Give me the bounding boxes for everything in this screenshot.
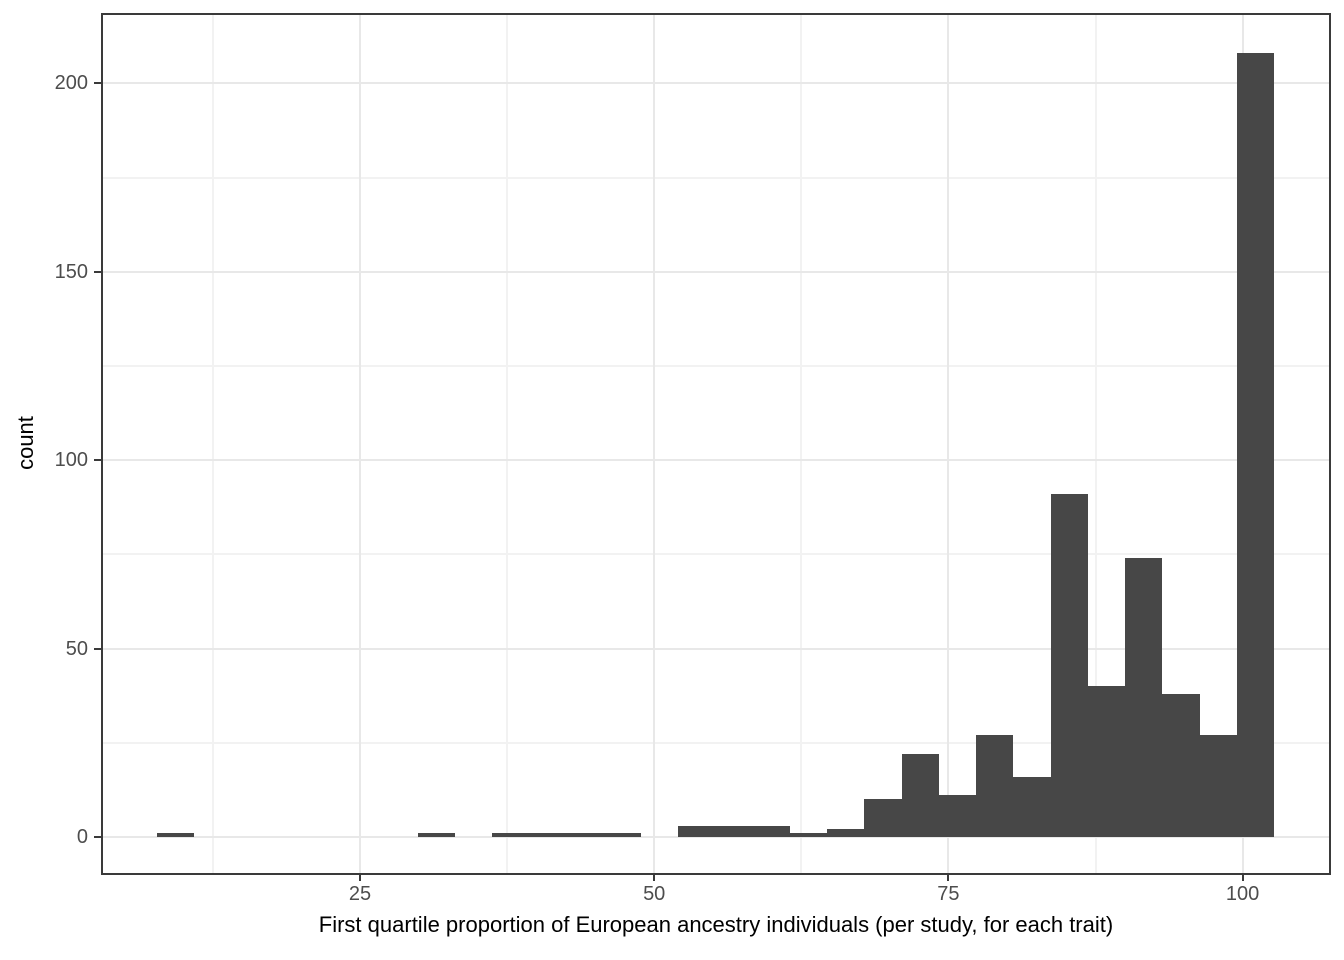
histogram-bar xyxy=(567,833,604,837)
x-tick-label: 75 xyxy=(937,883,960,905)
gridline-minor-horizontal xyxy=(102,364,1330,367)
gridline-major-horizontal xyxy=(102,82,1330,85)
histogram-bar xyxy=(715,825,753,837)
gridline-major-vertical xyxy=(947,14,950,873)
x-tick-mark xyxy=(359,874,361,881)
histogram-bar xyxy=(790,833,827,837)
x-tick-mark xyxy=(947,874,950,881)
gridline-minor-horizontal xyxy=(102,553,1330,556)
histogram-bar xyxy=(678,825,715,837)
histogram-bar xyxy=(1013,776,1051,837)
y-tick-mark xyxy=(94,459,101,462)
gridline-minor-vertical xyxy=(1094,14,1097,873)
y-axis-title: count xyxy=(13,416,38,470)
x-tick-label: 50 xyxy=(643,883,666,905)
x-tick-mark xyxy=(1241,874,1244,881)
histogram-bar xyxy=(976,735,1013,837)
plot-panel xyxy=(102,14,1330,873)
histogram-bar xyxy=(864,799,902,837)
histogram-bar xyxy=(1162,693,1200,837)
histogram-bar xyxy=(827,829,864,837)
histogram-bar xyxy=(529,833,567,837)
x-tick-label: 25 xyxy=(348,883,372,905)
y-tick-mark xyxy=(94,270,101,273)
y-tick-mark xyxy=(94,647,101,650)
histogram-bar xyxy=(753,825,790,837)
y-tick-label: 150 xyxy=(54,260,88,283)
y-tick-mark xyxy=(94,835,101,838)
y-tick-label: 50 xyxy=(65,637,88,660)
gridline-minor-vertical xyxy=(800,14,803,873)
histogram-bar xyxy=(1200,735,1237,837)
gridline-minor-horizontal xyxy=(102,176,1330,179)
histogram-bar xyxy=(1125,558,1162,837)
y-tick-label: 200 xyxy=(54,72,88,95)
gridline-major-vertical xyxy=(359,14,361,873)
gridline-major-horizontal xyxy=(102,459,1330,462)
x-tick-mark xyxy=(653,874,656,881)
histogram-bar xyxy=(939,795,976,837)
y-tick-label: 100 xyxy=(54,449,88,472)
gridline-minor-vertical xyxy=(506,14,509,873)
y-tick-label: 0 xyxy=(76,825,88,848)
histogram-bar xyxy=(604,833,641,837)
gridline-major-vertical xyxy=(653,14,656,873)
histogram-bar xyxy=(1051,494,1088,837)
histogram-bar xyxy=(1237,53,1274,837)
x-tick-label: 100 xyxy=(1225,883,1260,905)
gridline-major-horizontal xyxy=(102,270,1330,273)
histogram-bar xyxy=(157,833,194,837)
gridline-minor-vertical xyxy=(212,14,214,873)
gridline-major-horizontal xyxy=(102,835,1330,838)
x-axis-title: First quartile proportion of European an… xyxy=(318,912,1114,937)
histogram-bar xyxy=(902,753,939,837)
gridline-major-horizontal xyxy=(102,647,1330,650)
histogram-bar xyxy=(418,833,455,837)
gridline-minor-horizontal xyxy=(102,741,1330,744)
y-tick-mark xyxy=(94,82,101,85)
histogram-bar xyxy=(1088,686,1125,837)
histogram-bar xyxy=(492,833,529,837)
